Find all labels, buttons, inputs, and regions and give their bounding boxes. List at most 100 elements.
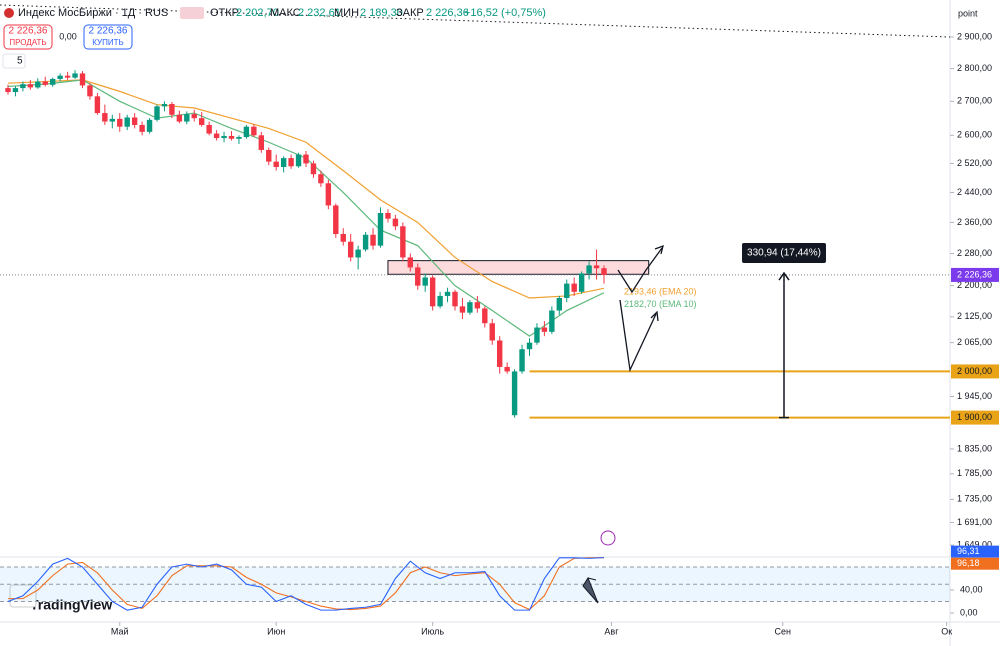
ema20-label: 2193,46 (EMA 20) [624,287,697,297]
price-tick-label: 2 440,00 [957,187,992,197]
trend-line [0,4,951,38]
candle-body [280,158,287,168]
candle-body [541,327,548,332]
candle-body [355,249,361,258]
candle-body [191,114,197,119]
last-price-box [951,267,999,282]
time-tick-label: Июн [267,626,285,636]
candle-body [79,73,86,86]
candle-body [377,212,384,246]
stoch-d-box [951,557,999,570]
price-tick-label: 2 065,00 [957,337,992,347]
change-value: +16,52 (+0,75%) [464,7,546,19]
level-box [951,410,999,425]
candle-body [139,124,145,132]
buy-price: 2 226,36 [89,26,128,37]
candle-body [467,302,473,313]
price-tick-label: 1 649,00 [957,539,992,549]
candle-body [57,75,63,79]
candle-body [370,234,376,246]
price-tick-label: 1 691,00 [957,517,992,527]
last-price-label: 2 226,36 [957,269,992,279]
candle-body [258,135,264,150]
candle-body [109,118,115,122]
buy-button[interactable] [83,24,133,50]
candle-body [221,135,227,139]
candle-body [593,265,600,269]
candle-body [35,81,41,88]
high-label: МАКС [270,7,301,19]
candle-body [131,117,138,125]
price-tick-label: 2 520,00 [957,158,992,168]
open-label: ОТКР [210,7,239,19]
candle-body [601,268,607,275]
indicator-icon [180,7,204,19]
candle-body [474,302,481,309]
candle-body [176,114,183,122]
candle-body [407,257,413,268]
candle-body [102,113,108,122]
price-tick-label: 2 200,00 [957,280,992,290]
time-tick-label: Ок [941,626,952,636]
candle-body [206,124,212,134]
candle-body [20,84,26,89]
level-box [951,364,999,379]
price-tick-label: 1 785,00 [957,468,992,478]
time-tick-label: Авг [604,626,619,636]
candle-body [437,295,443,307]
candle-body [534,327,540,343]
stoch-k-label: 96,31 [957,546,980,556]
measure-label: 330,94 (17,44%) [747,248,821,259]
spread: 0,00 [59,31,77,41]
candle-body [519,349,525,372]
candle-body [444,291,451,296]
candle-body [213,133,220,139]
candle-body [564,283,570,299]
time-tick-label: Июль [421,626,444,636]
candle-body [482,308,488,324]
candle-body [266,149,272,162]
candle-body [586,265,592,274]
price-tick-label: 2 900,00 [957,31,992,41]
candle-body [392,218,399,227]
candle-body [571,283,577,292]
scenario-arrow [617,244,664,294]
price-tick-label: 1 735,00 [957,494,992,504]
candle-body [72,73,78,78]
candle-body [295,154,302,167]
candle-body [340,233,346,242]
indicators-toggle[interactable] [2,53,26,69]
candle-body [497,340,503,367]
candle-body [236,137,242,139]
candle-body [117,118,123,127]
flag-icon [4,8,14,18]
sell-button[interactable] [3,24,53,50]
candle-body [578,273,585,292]
close-value: 2 226,36 [426,7,469,19]
ema20-line [7,79,605,299]
candle-body [288,158,294,167]
event-icon[interactable] [600,530,616,546]
indicators-count: 5 [17,56,23,67]
sell-price: 2 226,36 [9,26,48,37]
candle-body [452,291,458,307]
sell-label: ПРОДАТЬ [9,38,46,47]
open-value: 2 202,70 [236,7,279,19]
candle-body [154,106,160,120]
annotation-arrow [582,576,599,604]
unit-label: point [958,8,978,18]
candle-body [169,103,175,115]
stoch-tick-label: 40,00 [960,584,983,594]
price-tick-label: 2 700,00 [957,96,992,106]
stoch-k-line [7,557,605,611]
candle-body [243,126,250,138]
stoch-tick-label: 0,00 [960,607,978,617]
candle-body [5,88,11,93]
stoch-k-box [951,545,999,558]
resistance-zone [387,260,650,275]
buy-label: КУПИТЬ [92,38,123,47]
scenario-arrow [619,299,659,373]
stoch-d-line [8,557,605,611]
candle-body [251,126,257,136]
candle-body [333,205,339,234]
